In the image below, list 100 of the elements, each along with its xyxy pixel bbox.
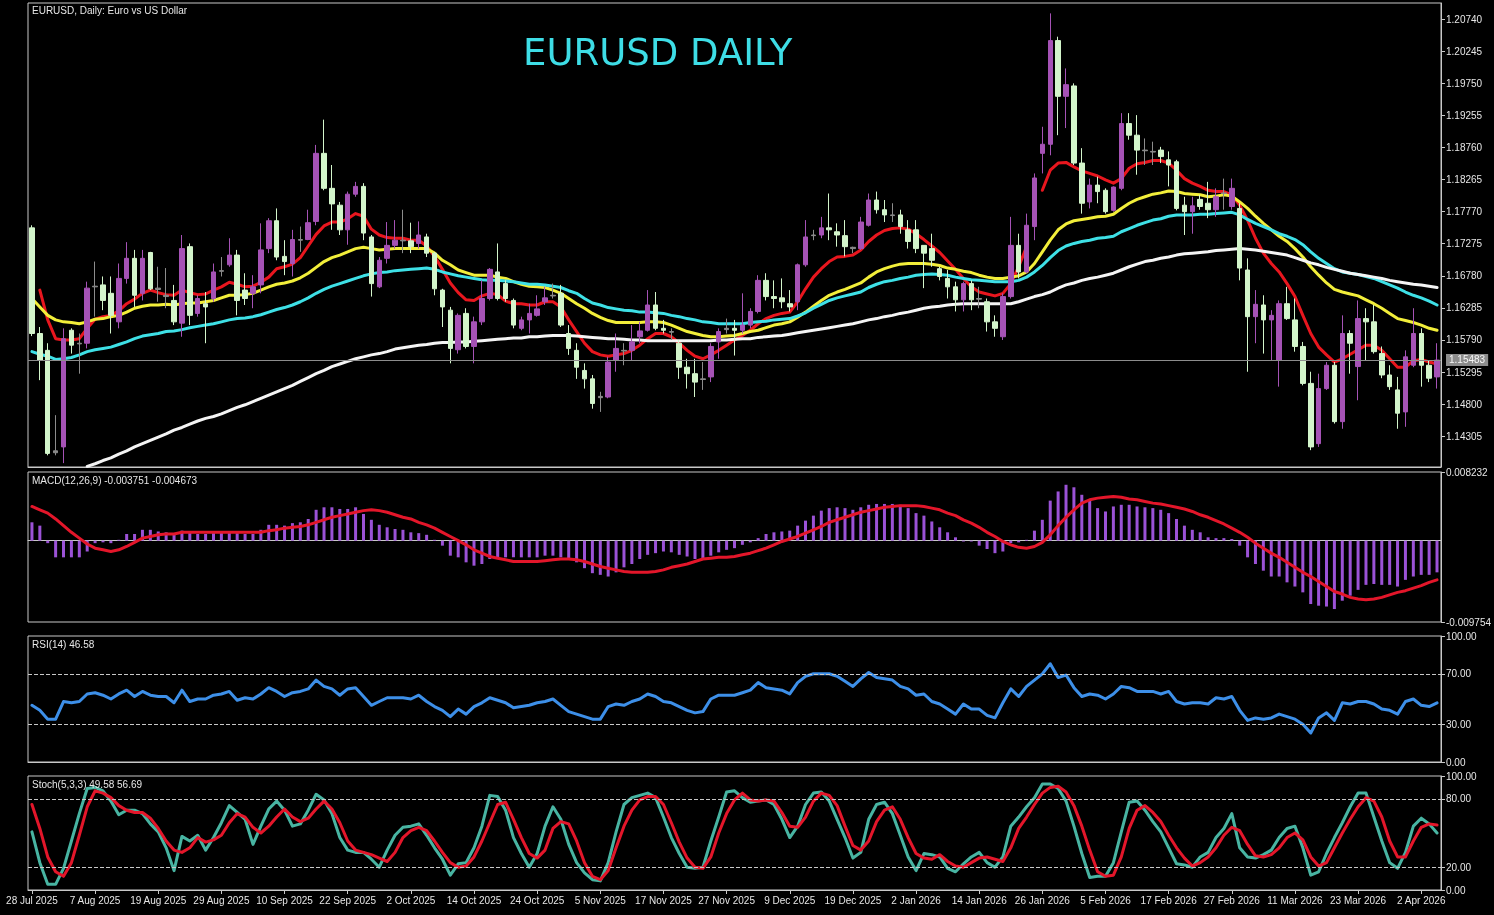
bar <box>62 540 66 558</box>
candlestick <box>969 279 974 311</box>
bar <box>622 540 626 568</box>
chart-title: RSI(14) 46.58 <box>32 638 95 650</box>
bar <box>1427 540 1431 575</box>
chart-subtitle: EURUSD, Daily: Euro vs US Dollar <box>32 4 188 16</box>
candlestick <box>211 263 216 303</box>
x-tick-label: 2 Apr 2026 <box>1397 894 1446 906</box>
y-tick-label: 1.19255 <box>1446 109 1483 121</box>
candlestick <box>416 220 421 250</box>
bar <box>559 540 563 558</box>
candlestick <box>1174 159 1179 211</box>
candlestick <box>148 251 153 291</box>
bar <box>740 540 744 545</box>
candlestick <box>1126 112 1132 141</box>
bar <box>1072 487 1076 541</box>
candlestick <box>448 306 453 364</box>
y-tick-label: -0.009754 <box>1445 616 1492 628</box>
bar <box>851 509 855 541</box>
line-series <box>30 662 1439 735</box>
y-tick-label: 1.19750 <box>1446 77 1483 89</box>
candlestick <box>661 319 666 334</box>
candlestick <box>1237 202 1242 281</box>
candlestick <box>1190 196 1195 235</box>
candlestick <box>1048 12 1053 156</box>
bar <box>693 540 697 559</box>
bar <box>646 540 650 555</box>
candlestick <box>645 289 650 333</box>
bar <box>1056 491 1060 541</box>
bar <box>685 540 689 557</box>
bar <box>598 540 602 575</box>
candlestick <box>842 219 848 257</box>
candlestick <box>1158 146 1164 164</box>
bar <box>661 540 665 552</box>
bar <box>701 540 705 559</box>
candlestick <box>605 356 611 399</box>
candlestick <box>1363 307 1369 361</box>
y-tick-label: 1.14800 <box>1446 398 1483 410</box>
candlestick <box>440 288 445 328</box>
candlestick <box>1166 150 1171 187</box>
candlestick <box>803 219 808 268</box>
candlestick <box>1150 141 1156 166</box>
candlestick <box>187 242 193 326</box>
bar <box>606 540 610 577</box>
bar <box>906 508 910 541</box>
candlestick <box>890 202 895 223</box>
x-tick-label: 26 Jan 2026 <box>1014 894 1071 906</box>
candlestick <box>274 207 279 261</box>
bar <box>1325 540 1328 607</box>
candlestick <box>905 219 911 250</box>
candlestick <box>84 281 90 349</box>
x-tick-label: 23 Mar 2026 <box>1330 894 1387 906</box>
candlestick <box>1379 345 1385 379</box>
candlestick <box>598 391 603 413</box>
candlestick <box>408 222 414 254</box>
bar <box>1269 540 1273 577</box>
bar <box>551 540 555 556</box>
candlestick <box>724 318 729 334</box>
bar <box>882 503 886 541</box>
candlestick <box>1395 376 1400 430</box>
candlestick <box>432 251 437 296</box>
candlestick <box>1253 289 1258 344</box>
y-tick-label: 1.18760 <box>1446 142 1483 154</box>
bar <box>1040 519 1044 541</box>
candlestick <box>866 193 871 228</box>
bar <box>204 533 208 541</box>
bar <box>1088 498 1092 541</box>
bar <box>1364 540 1368 585</box>
ref-line-label: 1.15483 <box>1449 354 1486 366</box>
candlestick <box>511 298 516 329</box>
bar <box>511 540 515 558</box>
candlestick <box>1119 112 1124 191</box>
candlestick <box>290 229 295 277</box>
candlestick <box>740 292 745 334</box>
candlestick <box>1000 292 1006 341</box>
candlestick <box>155 266 161 303</box>
candlestick <box>282 239 287 276</box>
candlestick <box>795 263 800 311</box>
candlestick <box>1071 82 1077 166</box>
bar <box>69 540 73 558</box>
candlestick <box>1182 196 1187 236</box>
candlestick <box>1300 341 1306 386</box>
candlestick <box>92 261 98 318</box>
candlestick <box>629 324 635 361</box>
bar <box>717 540 721 553</box>
bar <box>38 525 42 541</box>
bar <box>519 540 523 558</box>
x-tick-label: 5 Nov 2025 <box>574 894 627 906</box>
bar <box>133 533 137 541</box>
x-tick-label: 5 Feb 2026 <box>1080 894 1132 906</box>
bar <box>1380 540 1384 585</box>
bar <box>630 540 634 564</box>
candlestick <box>676 339 682 380</box>
candlestick <box>1142 137 1148 166</box>
candlestick <box>1229 178 1235 211</box>
bar <box>1388 540 1392 585</box>
bar <box>1135 506 1139 541</box>
candlestick <box>858 216 864 251</box>
bar <box>843 508 847 541</box>
y-tick-label: 0.00 <box>1446 884 1466 896</box>
